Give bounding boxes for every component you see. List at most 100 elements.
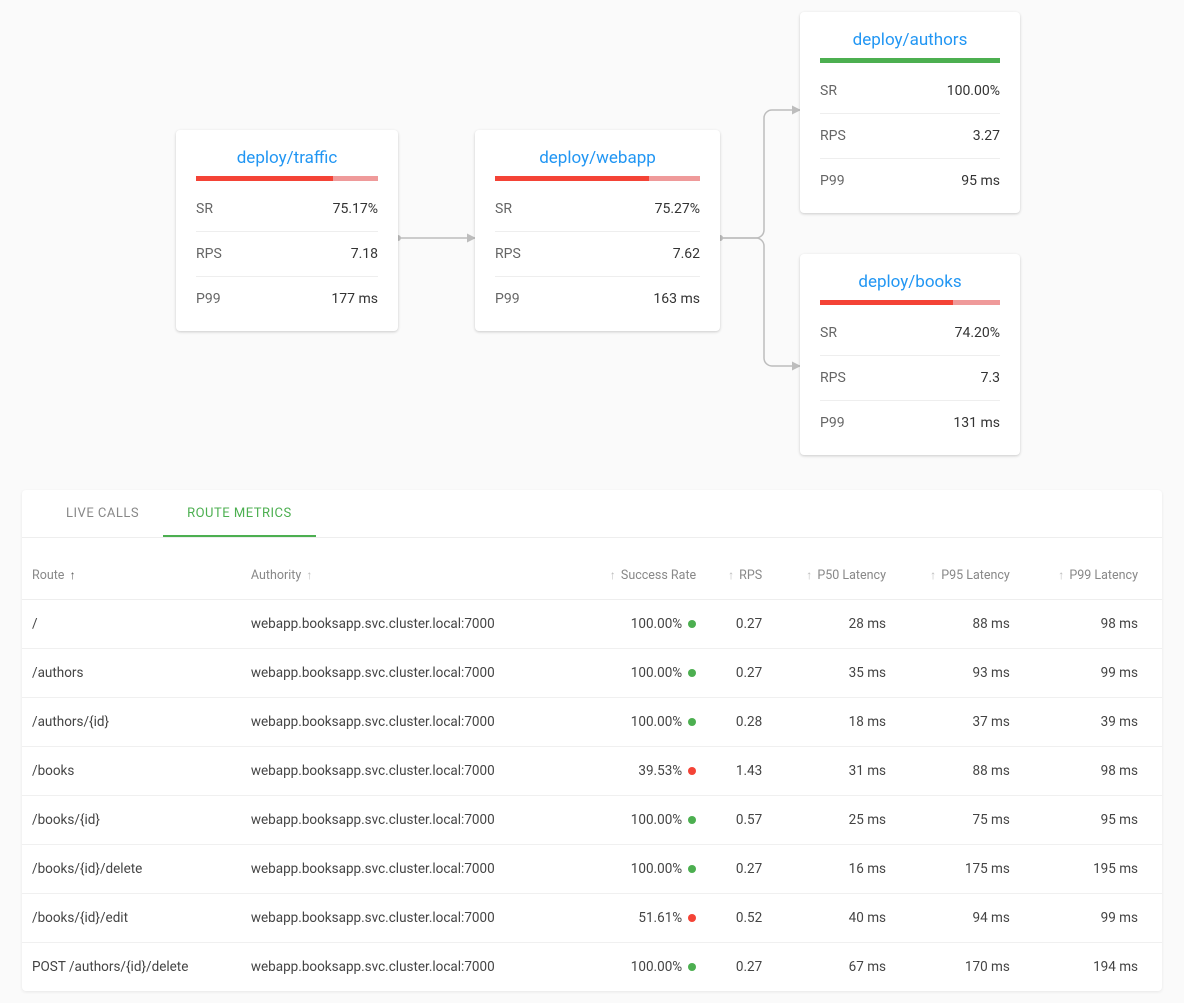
cell-success-rate: 100.00%	[572, 698, 704, 747]
cell-p50: 67 ms	[770, 943, 894, 992]
table-row[interactable]: POST /authors/{id}/deletewebapp.booksapp…	[22, 943, 1162, 992]
sr-value: 100.00%	[631, 665, 682, 681]
sort-arrow-up-icon: ↑	[728, 568, 734, 582]
node-title[interactable]: deploy/traffic	[176, 148, 398, 176]
cell-p95: 37 ms	[894, 698, 1018, 747]
metric-label: P99	[820, 415, 845, 431]
table-row[interactable]: /books/{id}webapp.booksapp.svc.cluster.l…	[22, 796, 1162, 845]
cell-p95: 88 ms	[894, 747, 1018, 796]
col-p95[interactable]: ↑ P95 Latency	[894, 538, 1018, 600]
metric-value: 131 ms	[953, 415, 1000, 431]
route-metrics-table: Route ↑ Authority ↑ ↑ Success Rate ↑ RPS…	[22, 538, 1162, 991]
table-row[interactable]: /authors/{id}webapp.booksapp.svc.cluster…	[22, 698, 1162, 747]
node-title[interactable]: deploy/books	[800, 272, 1020, 300]
table-row[interactable]: /authorswebapp.booksapp.svc.cluster.loca…	[22, 649, 1162, 698]
cell-route: /authors/{id}	[22, 698, 243, 747]
tab-live-calls[interactable]: LIVE CALLS	[42, 490, 163, 537]
cell-route: /	[22, 600, 243, 649]
col-rps-label: RPS	[739, 568, 762, 583]
metric-value: 3.27	[973, 128, 1000, 144]
cell-route: /authors	[22, 649, 243, 698]
cell-p95: 94 ms	[894, 894, 1018, 943]
metric-value: 177 ms	[331, 291, 378, 307]
dependency-graph: deploy/trafficSR75.17%RPS7.18P99177 msde…	[0, 0, 1184, 490]
sort-arrow-up-icon: ↑	[610, 568, 616, 582]
metric-row: SR74.20%	[820, 311, 1000, 356]
metric-row: P99 177 ms	[196, 277, 378, 321]
node-title[interactable]: deploy/webapp	[475, 148, 720, 176]
cell-rps: 0.27	[704, 649, 770, 698]
metrics-panel: LIVE CALLS ROUTE METRICS Route ↑ Authori…	[22, 490, 1162, 991]
col-p50[interactable]: ↑ P50 Latency	[770, 538, 894, 600]
col-sr-label: Success Rate	[621, 568, 696, 583]
tab-route-metrics[interactable]: ROUTE METRICS	[163, 490, 316, 537]
cell-authority: webapp.booksapp.svc.cluster.local:7000	[243, 796, 572, 845]
metric-label: RPS	[820, 128, 846, 144]
cell-authority: webapp.booksapp.svc.cluster.local:7000	[243, 894, 572, 943]
metric-label: P99	[196, 291, 221, 307]
col-route[interactable]: Route ↑	[22, 538, 243, 600]
node-traffic[interactable]: deploy/trafficSR75.17%RPS7.18P99177 ms	[176, 130, 398, 331]
cell-p50: 18 ms	[770, 698, 894, 747]
col-success-rate[interactable]: ↑ Success Rate	[572, 538, 704, 600]
metric-row: RPS 3.27	[820, 114, 1000, 159]
sr-value: 100.00%	[631, 714, 682, 730]
sr-value: 51.61%	[638, 910, 682, 926]
cell-success-rate: 100.00%	[572, 943, 704, 992]
tabs: LIVE CALLS ROUTE METRICS	[22, 490, 1162, 538]
col-p99-label: P99 Latency	[1069, 568, 1138, 583]
health-bar	[820, 300, 1000, 305]
sr-value: 100.00%	[631, 959, 682, 975]
sort-arrow-up-icon: ↑	[1058, 568, 1064, 582]
col-rps[interactable]: ↑ RPS	[704, 538, 770, 600]
sort-arrow-up-icon: ↑	[306, 568, 312, 582]
table-row[interactable]: /books/{id}/deletewebapp.booksapp.svc.cl…	[22, 845, 1162, 894]
cell-p50: 25 ms	[770, 796, 894, 845]
cell-authority: webapp.booksapp.svc.cluster.local:7000	[243, 943, 572, 992]
sort-arrow-up-icon: ↑	[70, 568, 76, 582]
cell-p99: 98 ms	[1018, 600, 1162, 649]
cell-authority: webapp.booksapp.svc.cluster.local:7000	[243, 747, 572, 796]
sr-value: 100.00%	[631, 812, 682, 828]
cell-p50: 16 ms	[770, 845, 894, 894]
col-p95-label: P95 Latency	[941, 568, 1010, 583]
cell-route: /books	[22, 747, 243, 796]
cell-authority: webapp.booksapp.svc.cluster.local:7000	[243, 600, 572, 649]
node-webapp[interactable]: deploy/webappSR75.27%RPS7.62P99163 ms	[475, 130, 720, 331]
status-dot-icon	[688, 718, 696, 726]
col-authority-label: Authority	[251, 568, 301, 583]
metric-label: P99	[820, 173, 845, 189]
node-books[interactable]: deploy/books SR74.20%RPS7.3 P99 131 ms	[800, 254, 1020, 455]
cell-success-rate: 51.61%	[572, 894, 704, 943]
status-dot-icon	[688, 865, 696, 873]
cell-p95: 88 ms	[894, 600, 1018, 649]
cell-authority: webapp.booksapp.svc.cluster.local:7000	[243, 845, 572, 894]
col-route-label: Route	[32, 568, 64, 583]
cell-p50: 31 ms	[770, 747, 894, 796]
col-p99[interactable]: ↑ P99 Latency	[1018, 538, 1162, 600]
cell-success-rate: 100.00%	[572, 600, 704, 649]
cell-authority: webapp.booksapp.svc.cluster.local:7000	[243, 649, 572, 698]
metric-value: 7.18	[351, 246, 378, 262]
metric-label: RPS	[196, 246, 222, 262]
col-authority[interactable]: Authority ↑	[243, 538, 572, 600]
metric-row: RPS7.3	[820, 356, 1000, 401]
cell-p95: 93 ms	[894, 649, 1018, 698]
metric-label: SR	[495, 201, 512, 217]
status-dot-icon	[688, 767, 696, 775]
cell-p95: 175 ms	[894, 845, 1018, 894]
cell-p99: 95 ms	[1018, 796, 1162, 845]
node-authors[interactable]: deploy/authorsSR100.00%RPS3.27P9995 ms	[800, 12, 1020, 213]
cell-rps: 0.27	[704, 845, 770, 894]
cell-p99: 99 ms	[1018, 894, 1162, 943]
status-dot-icon	[688, 963, 696, 971]
sort-arrow-up-icon: ↑	[806, 568, 812, 582]
node-title[interactable]: deploy/authors	[800, 30, 1020, 58]
cell-success-rate: 100.00%	[572, 649, 704, 698]
table-row[interactable]: /webapp.booksapp.svc.cluster.local:70001…	[22, 600, 1162, 649]
table-row[interactable]: /bookswebapp.booksapp.svc.cluster.local:…	[22, 747, 1162, 796]
col-p50-label: P50 Latency	[817, 568, 886, 583]
table-row[interactable]: /books/{id}/editwebapp.booksapp.svc.clus…	[22, 894, 1162, 943]
cell-route: /books/{id}/edit	[22, 894, 243, 943]
metric-row: P9995 ms	[820, 159, 1000, 203]
